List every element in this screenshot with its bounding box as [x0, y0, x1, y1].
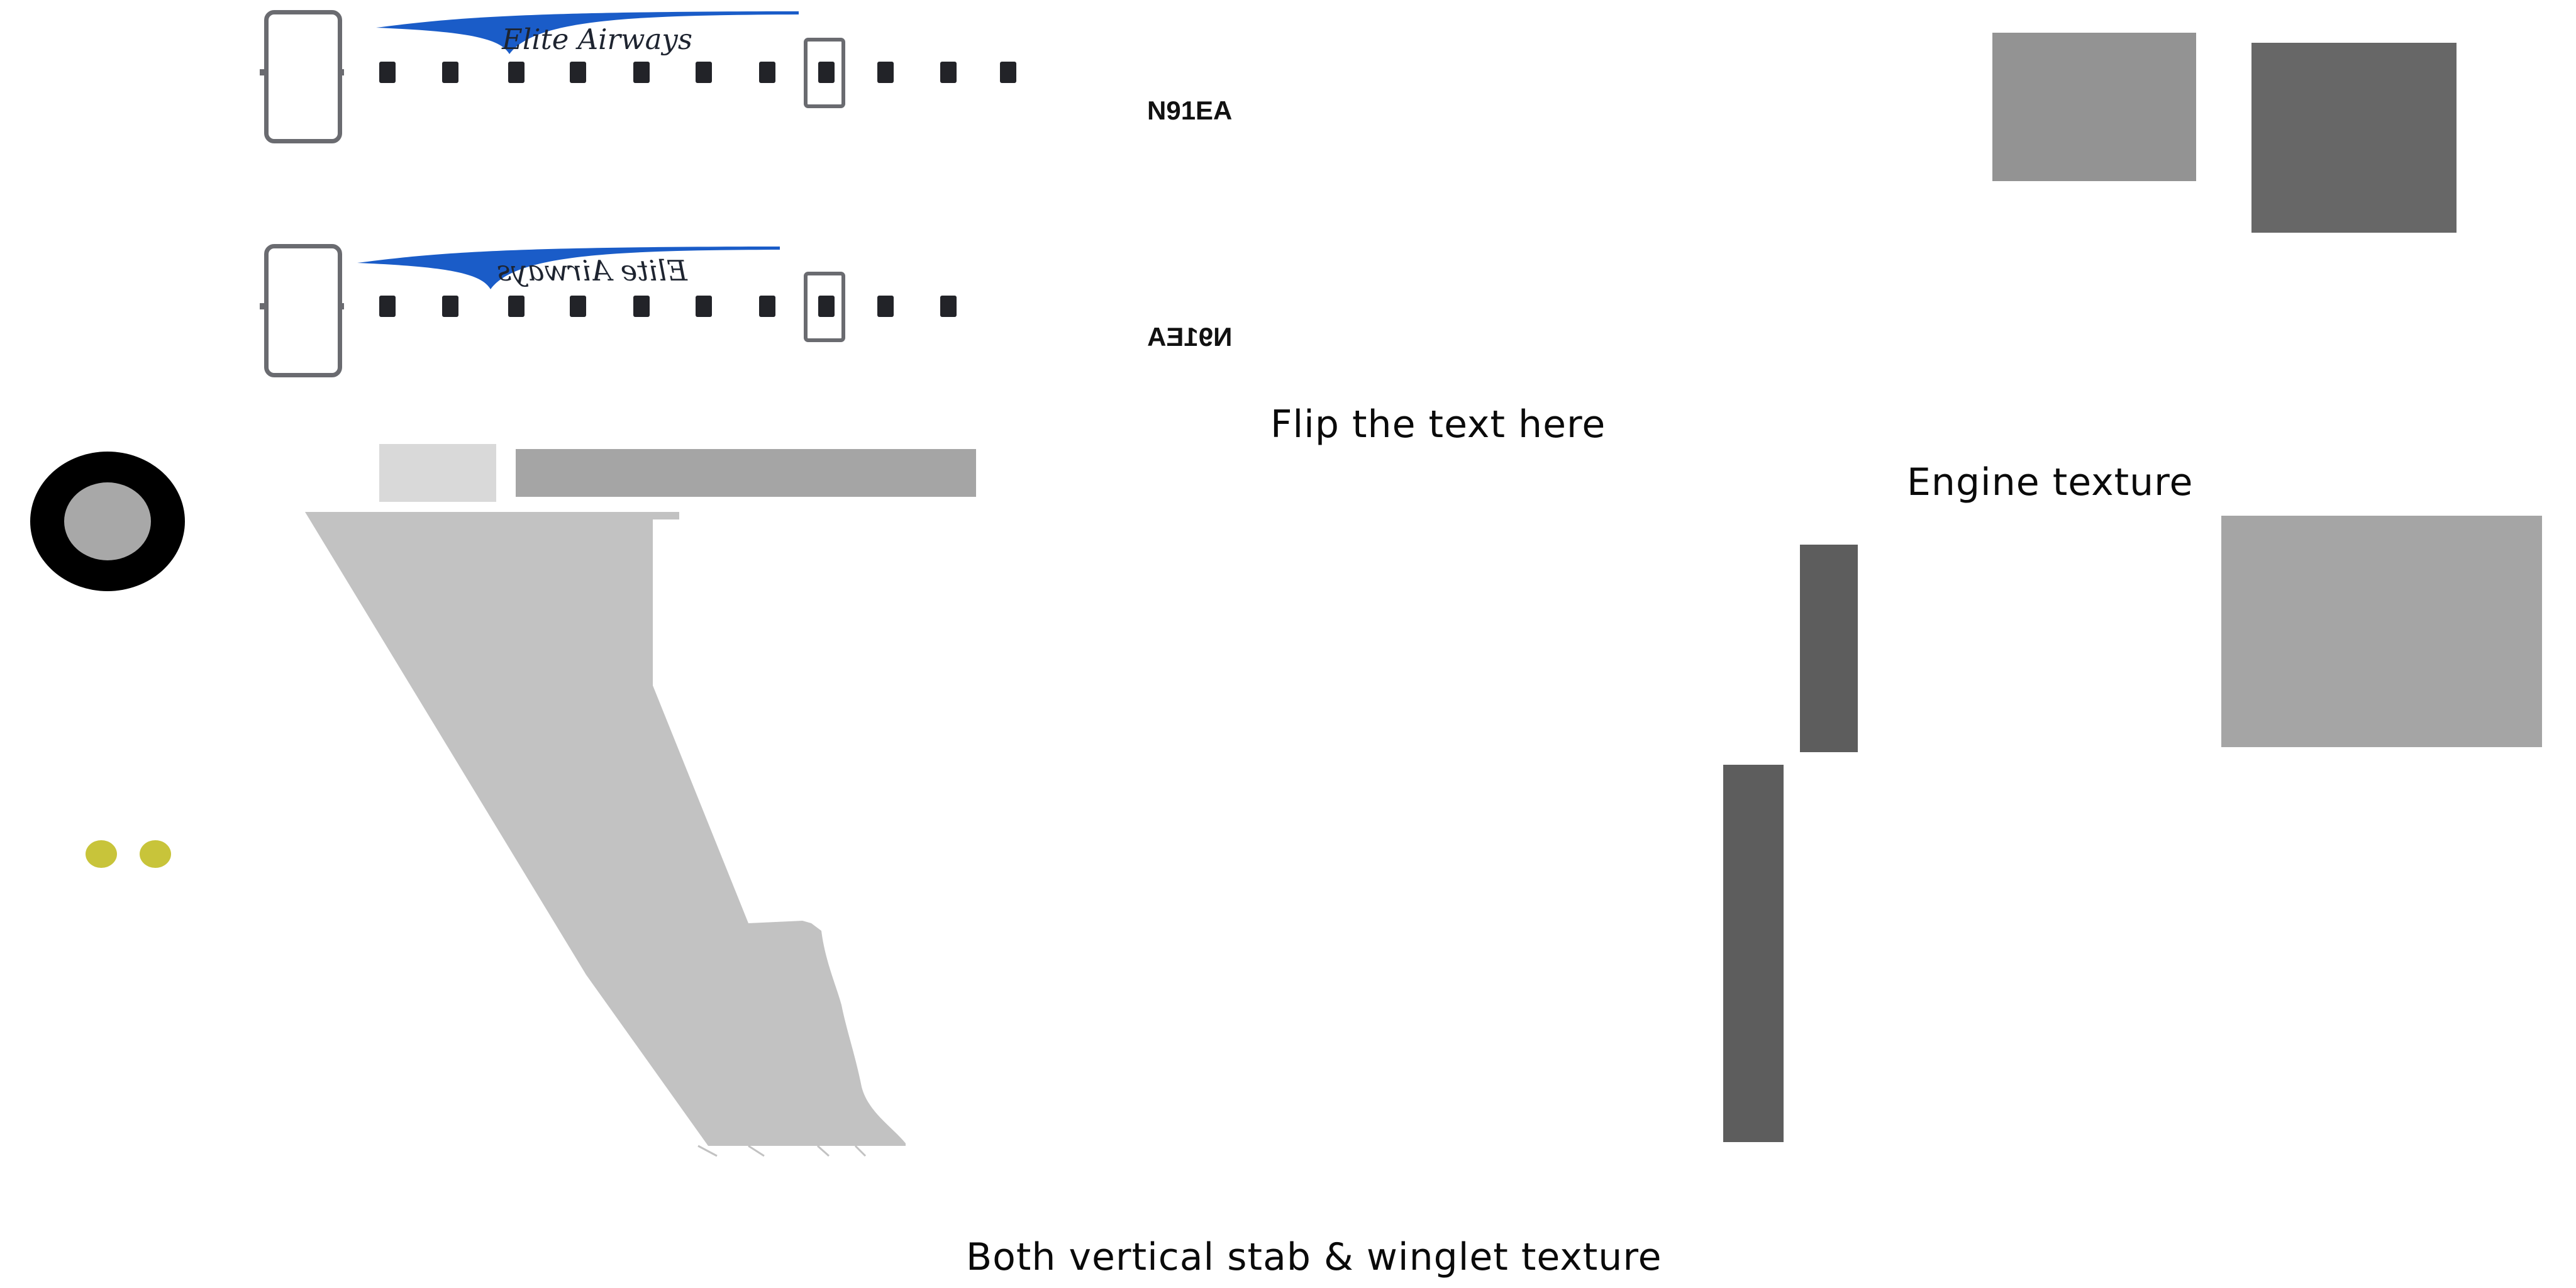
stab-strip-short	[1800, 545, 1858, 752]
window	[877, 62, 894, 83]
door-hinge	[260, 69, 264, 75]
window	[696, 296, 712, 317]
vertical-stab-shape	[305, 512, 906, 1157]
panel-mid	[516, 449, 976, 497]
window	[818, 62, 835, 83]
window	[633, 296, 650, 317]
door-hinge	[340, 303, 344, 309]
window	[877, 296, 894, 317]
note-engine-texture: Engine texture	[1907, 460, 2194, 504]
note-stab-winglet-texture: Both vertical stab & winglet texture	[966, 1235, 1662, 1279]
window	[379, 296, 396, 317]
window	[759, 296, 775, 317]
note-flip-text: Flip the text here	[1270, 402, 1606, 447]
registration-mark-mirrored: N91EA	[1147, 322, 1233, 352]
window	[696, 62, 712, 83]
engine-panel-gray	[1992, 33, 2196, 181]
overwing-exit	[804, 272, 845, 342]
overwing-exit	[804, 38, 845, 108]
livery-swoosh	[376, 11, 799, 54]
yellow-lights-icon	[86, 840, 171, 868]
window	[508, 296, 525, 317]
window	[940, 62, 957, 83]
window	[379, 62, 396, 83]
engine-panel-dark	[2251, 43, 2457, 233]
window	[442, 296, 458, 317]
panel-light	[379, 444, 496, 502]
engine-panel-large	[2221, 516, 2542, 747]
window	[1000, 62, 1016, 83]
front-door	[264, 244, 342, 377]
airline-name: Elite Airways	[502, 23, 692, 56]
door-hinge	[260, 303, 264, 309]
registration-mark: N91EA	[1147, 96, 1233, 125]
stab-strip-long	[1723, 765, 1784, 1142]
window	[570, 296, 586, 317]
window	[570, 62, 586, 83]
window	[759, 62, 775, 83]
window	[508, 62, 525, 83]
livery-swoosh	[357, 247, 780, 289]
window	[633, 62, 650, 83]
front-door	[264, 10, 342, 143]
window	[442, 62, 458, 83]
wheel-icon	[30, 452, 185, 591]
window	[940, 296, 957, 317]
airline-name-mirrored: Elite Airways	[497, 254, 687, 287]
door-hinge	[340, 69, 344, 75]
window	[818, 296, 835, 317]
